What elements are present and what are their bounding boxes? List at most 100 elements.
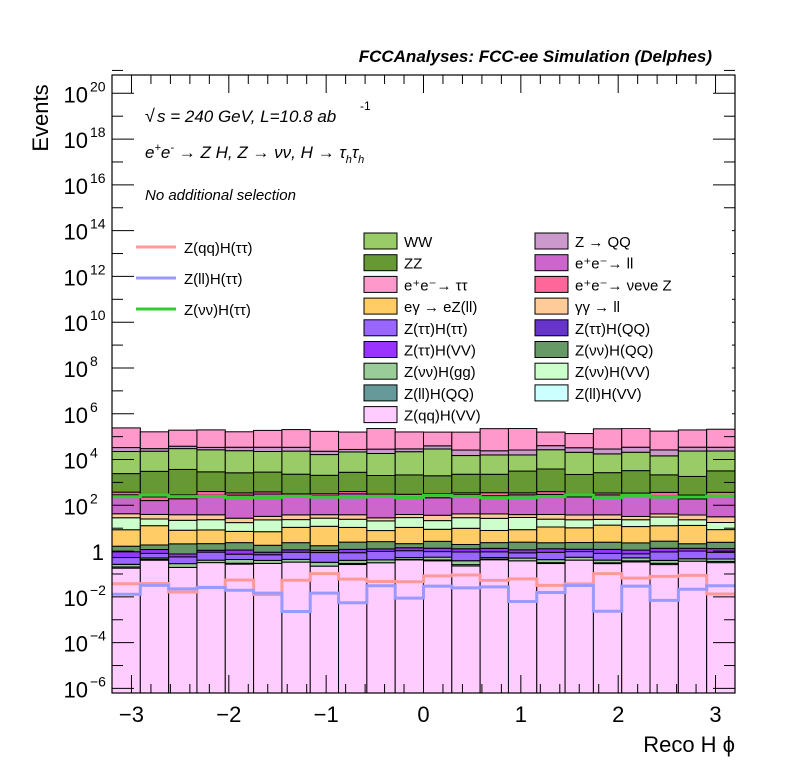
bar-z-h-qq--bin-19: [649, 540, 679, 549]
legend-label: Z(νν)H(gg): [404, 364, 476, 381]
bar-e-e--bin-0: [111, 427, 141, 449]
bar-z-h-vv--bin-1: [139, 549, 170, 554]
y-tick-exponent: 14: [90, 216, 106, 232]
bar--ll-bin-15: [536, 513, 566, 520]
bar-z-h-qq--bin-9: [366, 541, 396, 550]
legend-swatch: [363, 406, 398, 424]
bar-z-h-vv--bin-15: [536, 518, 566, 528]
bar-ww-bin-15: [536, 449, 566, 470]
bar-z-qq-h-vv--bin-18: [621, 561, 651, 694]
bar-e-ez-ll--bin-10: [394, 526, 425, 545]
bar-z-h-qq--bin-4: [224, 542, 255, 551]
bar-zz-bin-5: [253, 471, 283, 493]
bar-z-qq-bin-18: [621, 446, 651, 453]
bar-z-qq-h-vv--bin-12: [451, 565, 481, 694]
bar-z-h-vv--bin-17: [592, 518, 623, 526]
bar-ww-bin-6: [281, 450, 311, 475]
bar-e-ez-ll--bin-9: [366, 530, 396, 543]
y-tick-label: 10: [64, 82, 88, 107]
bar--ll-bin-7: [309, 514, 340, 519]
bar-zz-bin-17: [592, 472, 623, 494]
bar-e-e-ll-bin-19: [649, 495, 679, 515]
bar-z-qq-bin-5: [253, 446, 283, 452]
bar-e-e--bin-20: [677, 429, 708, 448]
bar-z-qq-h-vv--bin-10: [394, 559, 425, 694]
signal-lines: [112, 493, 735, 614]
bar-zz-bin-4: [224, 472, 255, 494]
bar-z-qq-bin-6: [281, 446, 311, 452]
legend-swatch: [363, 254, 398, 272]
y-tick-label: 10: [64, 220, 88, 245]
bar-z-h--bin-10: [394, 550, 425, 559]
bar-e-e--bin-10: [394, 431, 425, 450]
x-tick-label: 0: [417, 702, 429, 727]
y-tick-label: 10: [64, 494, 88, 519]
bar-e-e--bin-16: [564, 433, 594, 449]
bar-z-h-gg--bin-4: [224, 558, 255, 564]
x-tick-label: −3: [119, 702, 144, 727]
bar-z-h-qq--bin-12: [451, 543, 481, 550]
legend-label: Z(νν)H(QQ): [575, 343, 653, 360]
chart-title: FCCAnalyses: FCC-ee Simulation (Delphes): [359, 47, 713, 66]
bar-z-qq-h-vv--bin-19: [649, 564, 679, 694]
bar-e-e--bin-19: [649, 430, 679, 451]
bar-z-h--bin-3: [196, 551, 226, 561]
bar-z-h-vv--bin-11: [423, 547, 453, 553]
process-h2: h: [358, 154, 364, 166]
bar-z-qq-h-vv--bin-0: [111, 567, 141, 694]
bar-z-h-vv--bin-14: [507, 516, 538, 531]
legend-label: eγ → eZ(ll): [404, 299, 477, 316]
bar-z-h--bin-20: [677, 550, 708, 560]
bar-e-e-ll-bin-11: [423, 497, 453, 516]
legend-swatch: [534, 319, 569, 337]
bar-zz-bin-13: [479, 473, 509, 494]
bar-z-h-vv--bin-5: [253, 519, 283, 533]
bar-e-e-e-e-z-bin-19: [649, 491, 679, 497]
legend-label: Z(ττ)H(VV): [404, 343, 476, 360]
bar-z-h-qq--bin-10: [394, 543, 425, 549]
bar-zz-bin-6: [281, 473, 311, 495]
bar-z-h--bin-17: [592, 552, 623, 561]
legend-swatch: [363, 319, 398, 337]
bar-zz-bin-11: [423, 475, 453, 495]
legend-label: Z(ll)H(QQ): [404, 386, 474, 403]
bar-z-h-vv--bin-16: [564, 519, 594, 529]
bar-e-e-ll-bin-9: [366, 495, 396, 519]
bar-z-h-vv--bin-9: [366, 520, 396, 532]
bar-z-h-qq--bin-1: [139, 544, 170, 551]
bar-z-h-vv--bin-19: [649, 547, 679, 553]
bar--ll-bin-17: [592, 514, 623, 520]
bar-z-qq-h-vv--bin-3: [196, 562, 226, 694]
bar-z-h--bin-18: [621, 553, 651, 559]
bar-z-h--bin-4: [224, 553, 255, 560]
legend-label: Z → QQ: [575, 234, 631, 251]
bar-e-e--bin-21: [706, 428, 736, 448]
bar-z-qq-bin-17: [592, 448, 623, 455]
svg-text:e+e- → Z H, Z → νν, H → τhτh: e+e- → Z H, Z → νν, H → τhτh: [145, 142, 364, 166]
bar-z-h-vv--bin-11: [423, 520, 453, 530]
legend-swatch: [534, 254, 569, 272]
bar--ll-bin-5: [253, 515, 283, 521]
x-tick-label: 1: [515, 702, 527, 727]
bar-e-e--bin-8: [338, 431, 368, 450]
legend-label: Z(qq)H(VV): [404, 408, 481, 425]
bar-ww-bin-8: [338, 451, 368, 473]
bar-e-ez-ll--bin-8: [338, 526, 368, 543]
bar-ww-bin-20: [677, 450, 708, 477]
legend-label: γγ → ll: [575, 299, 620, 316]
bar-z-h-vv--bin-6: [281, 519, 311, 528]
bar-z-h-qq--bin-3: [196, 543, 226, 551]
x-tick-label: −2: [216, 702, 241, 727]
bar-z-h--bin-7: [309, 552, 340, 563]
energy-lumi-text: s = 240 GeV, L=10.8 ab: [157, 107, 336, 126]
bar-e-e-ll-bin-10: [394, 496, 425, 516]
bar-e-e--bin-12: [451, 431, 481, 451]
process-h1: h: [346, 154, 352, 166]
y-tick-label: 10: [64, 265, 88, 290]
legend-label: e⁺e⁻→ ττ: [404, 277, 468, 294]
bar-z-qq-h-vv--bin-8: [338, 564, 368, 694]
legend-label: e⁺e⁻→ νeνe Z: [575, 277, 672, 294]
y-tick-exponent: 4: [90, 445, 98, 461]
legend-swatch: [534, 384, 569, 402]
